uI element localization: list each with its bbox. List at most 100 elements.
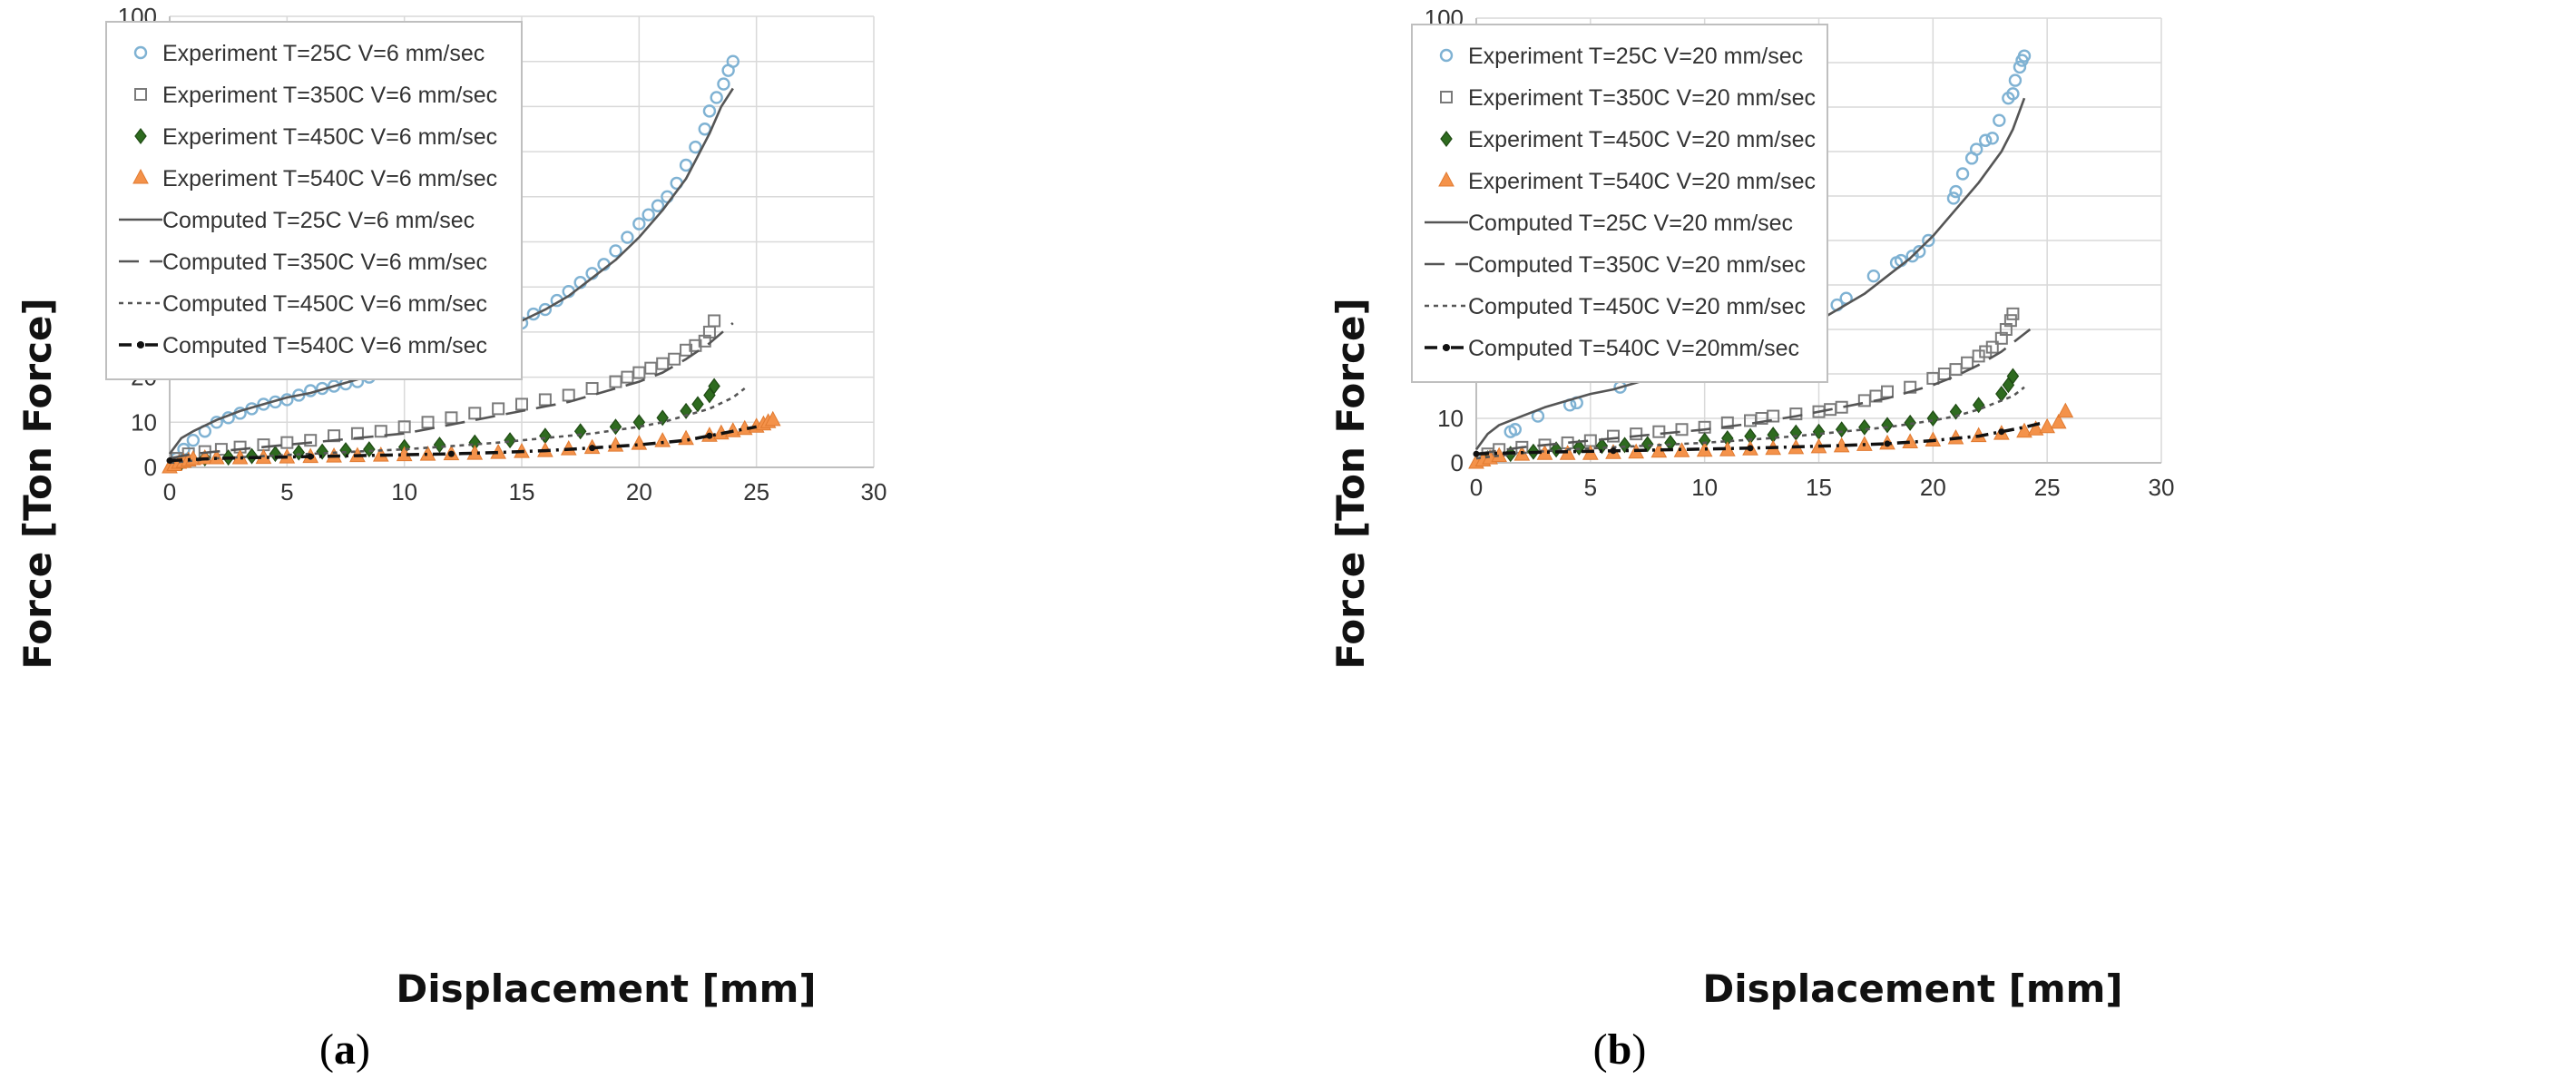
square-data-point xyxy=(585,382,599,396)
diamond-data-point xyxy=(363,441,376,458)
chart-b-svg: 0510152025300102030405060708090100 Exper… xyxy=(1328,5,2175,1074)
legend-diamond-swatch xyxy=(134,128,147,144)
diamond-data-point xyxy=(2006,368,2020,385)
line-dot-marker xyxy=(589,445,596,452)
chart-panel-b: 0510152025300102030405060708090100 Exper… xyxy=(1288,0,2575,1089)
line-dot-marker xyxy=(166,457,173,465)
triangle-data-point xyxy=(631,435,648,450)
square-data-point xyxy=(397,420,411,434)
square-data-point xyxy=(2003,314,2017,328)
square-data-point xyxy=(1972,349,1985,363)
x-axis-title: Displacement [mm] xyxy=(1702,966,2122,1011)
legend-label: Experiment T=350C V=6 mm/sec xyxy=(162,83,497,108)
x-tick-label: 20 xyxy=(626,478,652,505)
circle-data-point xyxy=(1508,423,1522,437)
y-axis-title: Force [Ton Force] xyxy=(15,298,60,669)
diamond-data-point xyxy=(1881,417,1894,434)
square-data-point xyxy=(280,436,294,449)
square-data-point xyxy=(1949,363,1963,377)
legend-entry-8: Computed T=540C V=20mm/sec xyxy=(1425,336,1799,361)
legend-entry-4: Experiment T=540C V=20 mm/sec xyxy=(1438,169,1816,194)
triangle-data-point xyxy=(419,446,436,461)
circle-data-point xyxy=(1913,245,1926,259)
line-dot-marker xyxy=(447,450,455,457)
square-data-point xyxy=(668,352,681,366)
square-data-point xyxy=(445,411,458,425)
circle-data-point xyxy=(526,307,541,321)
square-data-point xyxy=(1789,407,1803,421)
y-axis-title: Force [Ton Force] xyxy=(1328,298,1373,669)
diamond-data-point xyxy=(573,423,587,440)
square-data-point xyxy=(214,443,228,456)
circle-data-point xyxy=(651,199,665,212)
square-data-point xyxy=(708,314,721,328)
square-data-point xyxy=(609,375,622,388)
line-dot-marker xyxy=(706,432,713,439)
diamond-data-point xyxy=(539,427,552,445)
square-data-point xyxy=(656,357,670,370)
circle-data-point xyxy=(1993,113,2006,127)
circle-data-point xyxy=(1922,233,1935,248)
series-6 xyxy=(1475,324,2037,456)
circle-data-point xyxy=(2017,49,2032,63)
series-8 xyxy=(166,425,758,465)
legend-label: Computed T=540C V=20mm/sec xyxy=(1468,336,1799,361)
triangle-data-point xyxy=(2050,413,2067,429)
diamond-data-point xyxy=(609,418,622,436)
circle-data-point xyxy=(1969,142,1983,156)
legend-label: Computed T=350C V=20 mm/sec xyxy=(1468,252,1806,278)
legend-entry-7: Computed T=450C V=20 mm/sec xyxy=(1425,294,1806,319)
computed-line-8 xyxy=(169,425,758,463)
legend-label: Experiment T=540C V=20 mm/sec xyxy=(1468,169,1816,194)
legend-entry-1: Experiment T=25C V=6 mm/sec xyxy=(133,41,485,66)
chart-a-svg: 0510152025300102030405060708090100 Exper… xyxy=(15,3,887,1074)
circle-data-point xyxy=(186,433,201,447)
line-dot-marker xyxy=(1473,450,1480,457)
legend-circle-swatch xyxy=(133,45,148,60)
legend-label: Computed T=350C V=6 mm/sec xyxy=(162,250,487,275)
diamond-data-point xyxy=(1641,436,1654,453)
circle-data-point xyxy=(609,244,622,258)
figure-caption: (a) xyxy=(319,1025,370,1074)
legend-entry-5: Computed T=25C V=20 mm/sec xyxy=(1425,211,1793,236)
square-data-point xyxy=(644,361,658,375)
diamond-data-point xyxy=(1664,434,1677,451)
square-data-point xyxy=(689,338,702,352)
x-tick-label: 5 xyxy=(1584,474,1597,501)
triangle-data-point xyxy=(1673,442,1690,457)
legend-box xyxy=(1411,24,1828,383)
diamond-data-point xyxy=(504,432,516,449)
square-data-point xyxy=(538,393,552,407)
legend-label: Computed T=25C V=20 mm/sec xyxy=(1468,211,1793,236)
x-tick-label: 0 xyxy=(163,478,176,505)
square-data-point xyxy=(2006,307,2020,320)
series-8 xyxy=(1473,421,2043,457)
circle-data-point xyxy=(702,104,717,118)
series-6 xyxy=(169,322,734,460)
square-data-point xyxy=(257,438,270,452)
legend-entry-2: Experiment T=350C V=20 mm/sec xyxy=(1440,85,1816,111)
square-data-point xyxy=(1881,385,1894,398)
circle-data-point xyxy=(689,140,702,154)
x-tick-label: 10 xyxy=(1691,474,1718,501)
x-axis-title: Displacement [mm] xyxy=(396,966,816,1011)
diamond-data-point xyxy=(680,402,692,419)
x-tick-label: 30 xyxy=(2149,474,2175,501)
legend-entry-5: Computed T=25C V=6 mm/sec xyxy=(119,208,475,233)
diamond-data-point xyxy=(1812,423,1826,440)
triangle-data-point xyxy=(764,410,781,427)
line-dot-marker xyxy=(1747,445,1754,452)
diamond-data-point xyxy=(656,409,669,427)
square-data-point xyxy=(1744,414,1757,427)
square-data-point xyxy=(562,388,575,402)
triangle-data-point xyxy=(2027,420,2044,436)
x-tick-label: 30 xyxy=(861,478,887,505)
square-data-point xyxy=(1961,356,1974,369)
circle-data-point xyxy=(1946,191,1961,205)
square-data-point xyxy=(1607,429,1620,443)
square-data-point xyxy=(680,343,693,357)
square-data-point xyxy=(515,397,528,411)
chart-panel-a: 0510152025300102030405060708090100 Exper… xyxy=(15,3,887,1074)
x-tick-label: 15 xyxy=(1806,474,1832,501)
square-data-point xyxy=(468,407,482,420)
